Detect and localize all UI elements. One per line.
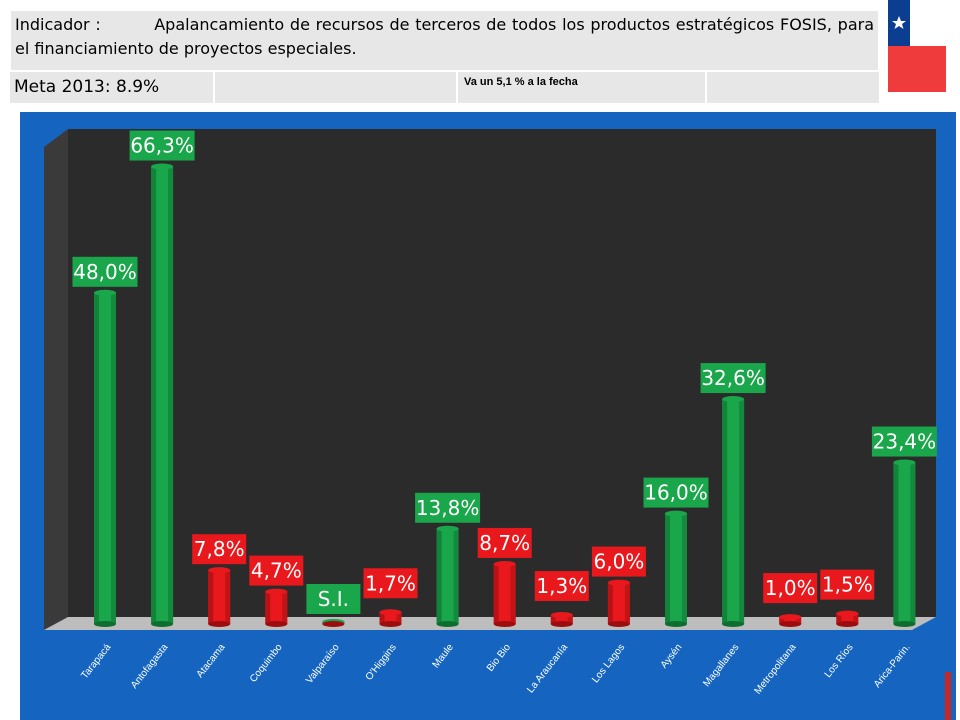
- value-label-14: 1,5%: [820, 569, 875, 600]
- bar-5: [322, 618, 345, 627]
- indicator-table: Indicador : Apalancamiento de recursos d…: [10, 10, 879, 103]
- indicator-text: Apalancamiento de recursos de terceros d…: [15, 15, 875, 58]
- value-label-6: 1,7%: [363, 568, 418, 599]
- value-label-4: 4,7%: [249, 555, 304, 586]
- svg-text:4,7%: 4,7%: [251, 559, 302, 583]
- category-label-11: Aysén: [659, 642, 685, 671]
- svg-text:32,6%: 32,6%: [701, 366, 765, 390]
- category-label-13: Metropolitana: [753, 642, 799, 697]
- bar-7: [436, 525, 459, 627]
- value-label-15: 23,4%: [871, 426, 937, 457]
- floor: [44, 617, 936, 630]
- svg-text:S.I.: S.I.: [318, 587, 349, 611]
- svg-text:1,7%: 1,7%: [365, 571, 416, 595]
- side-wall: [44, 129, 68, 630]
- category-label-5: Valparaíso: [304, 642, 342, 686]
- bar-6: [379, 609, 402, 627]
- back-wall: [68, 129, 936, 617]
- svg-text:23,4%: 23,4%: [873, 430, 937, 454]
- value-label-1: 48,0%: [72, 256, 138, 287]
- bar-13: [779, 614, 802, 627]
- empty-cell: [707, 72, 879, 103]
- bar-9: [550, 612, 573, 627]
- category-label-4: Coquimbo: [248, 642, 285, 685]
- indicator-row: Indicador : Apalancamiento de recursos d…: [10, 10, 879, 71]
- category-label-15: Arica-Parin.: [872, 642, 913, 690]
- category-labels: Tarapacá Antofagasta Atacama Coquimbo Valpar…: [79, 642, 912, 697]
- bar-chart: 48,0% 66,3% 7,8%4,7% S.I. 1,7% 13,8% 8,7%1,3%6…: [44, 129, 937, 697]
- value-label-13: 1,0%: [763, 573, 818, 604]
- indicator-label: Indicador :: [15, 15, 101, 34]
- bar-14: [836, 610, 859, 627]
- svg-text:6,0%: 6,0%: [593, 550, 644, 574]
- svg-text:16,0%: 16,0%: [644, 481, 708, 505]
- value-label-8: 8,7%: [477, 527, 532, 558]
- bar-8: [493, 560, 516, 627]
- bar-4: [265, 588, 288, 627]
- meta-label: Meta 2013: 8.9%: [10, 72, 215, 103]
- bars-group: [94, 163, 916, 627]
- category-label-7: Maule: [431, 642, 457, 671]
- svg-text:1,5%: 1,5%: [822, 573, 873, 597]
- value-label-7: 13,8%: [415, 492, 481, 523]
- value-label-10: 6,0%: [591, 546, 646, 577]
- svg-text:66,3%: 66,3%: [130, 134, 194, 158]
- bar-15: [893, 459, 916, 627]
- value-label-5: S.I.: [306, 584, 361, 614]
- bar-1: [94, 289, 116, 627]
- category-label-6: O'Higgins: [364, 642, 399, 683]
- progress-note: Va un 5,1 % a la fecha: [458, 72, 707, 103]
- svg-text:48,0%: 48,0%: [73, 260, 137, 284]
- svg-text:7,8%: 7,8%: [194, 537, 245, 561]
- svg-text:1,3%: 1,3%: [536, 574, 587, 598]
- category-label-3: Atacama: [195, 642, 228, 680]
- meta-row: Meta 2013: 8.9% Va un 5,1 % a la fecha: [10, 72, 879, 103]
- bar-11: [665, 510, 687, 627]
- svg-text:8,7%: 8,7%: [479, 531, 530, 555]
- category-label-12: Magallanes: [701, 642, 741, 689]
- bar-12: [722, 396, 745, 627]
- empty-cell: [215, 72, 458, 103]
- category-label-10: Los Lagos: [590, 642, 627, 685]
- value-labels: 48,0% 66,3% 7,8%4,7% S.I. 1,7% 13,8% 8,7%1,3%6…: [72, 130, 937, 614]
- value-label-12: 32,6%: [700, 363, 766, 394]
- value-label-11: 16,0%: [643, 477, 709, 508]
- category-label-1: Tarapacá: [79, 642, 113, 682]
- bar-2: [151, 163, 174, 627]
- chile-flag-icon: [884, 0, 950, 96]
- bar-3: [208, 567, 231, 627]
- value-label-3: 7,8%: [192, 534, 247, 565]
- svg-text:1,0%: 1,0%: [765, 576, 816, 600]
- decorative-stripe: [945, 672, 951, 720]
- category-label-8: Bio Bio: [485, 642, 513, 674]
- value-label-9: 1,3%: [534, 571, 589, 602]
- plot-area: [44, 129, 936, 630]
- bar-10: [607, 579, 630, 627]
- category-label-9: La Araucanía: [525, 642, 570, 696]
- svg-text:13,8%: 13,8%: [416, 496, 480, 520]
- value-label-2: 66,3%: [129, 130, 195, 161]
- category-label-14: Los Ríos: [823, 642, 856, 680]
- category-label-2: Antofagasta: [129, 642, 171, 691]
